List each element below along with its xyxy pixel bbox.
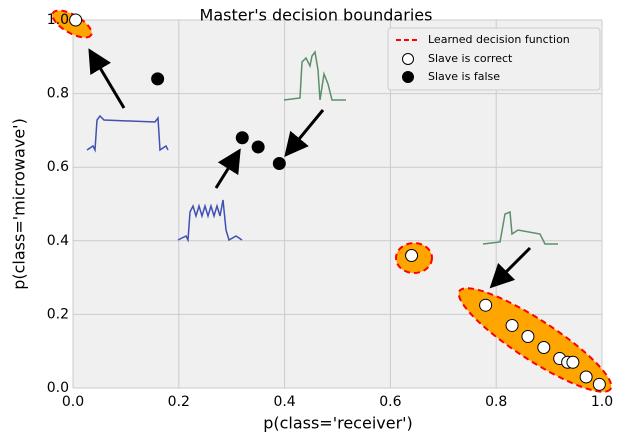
point	[479, 298, 493, 312]
waveform	[86, 114, 169, 153]
grid	[72, 19, 603, 389]
point	[537, 341, 551, 355]
x-tick-label: 0.2	[168, 394, 190, 410]
y-axis-label: p(class='microwave')	[10, 118, 29, 290]
y-tick-label: 1.0	[47, 12, 69, 28]
x-tick-label: 0.0	[62, 394, 84, 410]
x-axis-label: p(class='receiver')	[263, 414, 413, 433]
legend-box	[387, 27, 601, 91]
point	[579, 370, 593, 384]
legend-label: Slave is correct	[428, 52, 513, 65]
legend: Learned decision function Slave is corre…	[387, 27, 601, 91]
legend-marker	[402, 71, 414, 83]
y-tick-label: 0.6	[47, 159, 69, 175]
x-tick-label: 1.0	[591, 394, 613, 410]
x-tick-label: 0.4	[273, 394, 295, 410]
waveform-insets	[86, 50, 558, 245]
legend-label: Learned decision function	[428, 33, 570, 46]
arrow	[88, 48, 126, 109]
point	[272, 157, 286, 171]
legend-label: Slave is false	[428, 70, 500, 83]
point	[405, 249, 419, 263]
chart-title: Master's decision boundaries	[200, 6, 433, 25]
arrow	[489, 246, 532, 289]
waveform	[177, 199, 243, 243]
point	[592, 377, 606, 391]
marks	[69, 13, 606, 391]
waveform	[283, 50, 346, 101]
waveform	[482, 210, 558, 245]
y-tick-label: 0.2	[47, 306, 69, 322]
x-tick-label: 0.8	[485, 394, 507, 410]
point	[235, 131, 249, 145]
y-tick-label: 0.0	[47, 380, 69, 396]
point	[521, 329, 535, 343]
x-tick-label: 0.6	[379, 394, 401, 410]
y-tick-label: 0.4	[47, 233, 69, 249]
arrow	[284, 109, 325, 157]
y-tick-label: 0.8	[47, 86, 69, 102]
arrows	[88, 48, 532, 289]
point	[251, 140, 265, 154]
point	[566, 355, 580, 369]
point	[505, 318, 519, 332]
arrow	[214, 148, 241, 189]
point	[151, 72, 165, 86]
point	[69, 13, 83, 27]
legend-marker	[402, 53, 414, 65]
